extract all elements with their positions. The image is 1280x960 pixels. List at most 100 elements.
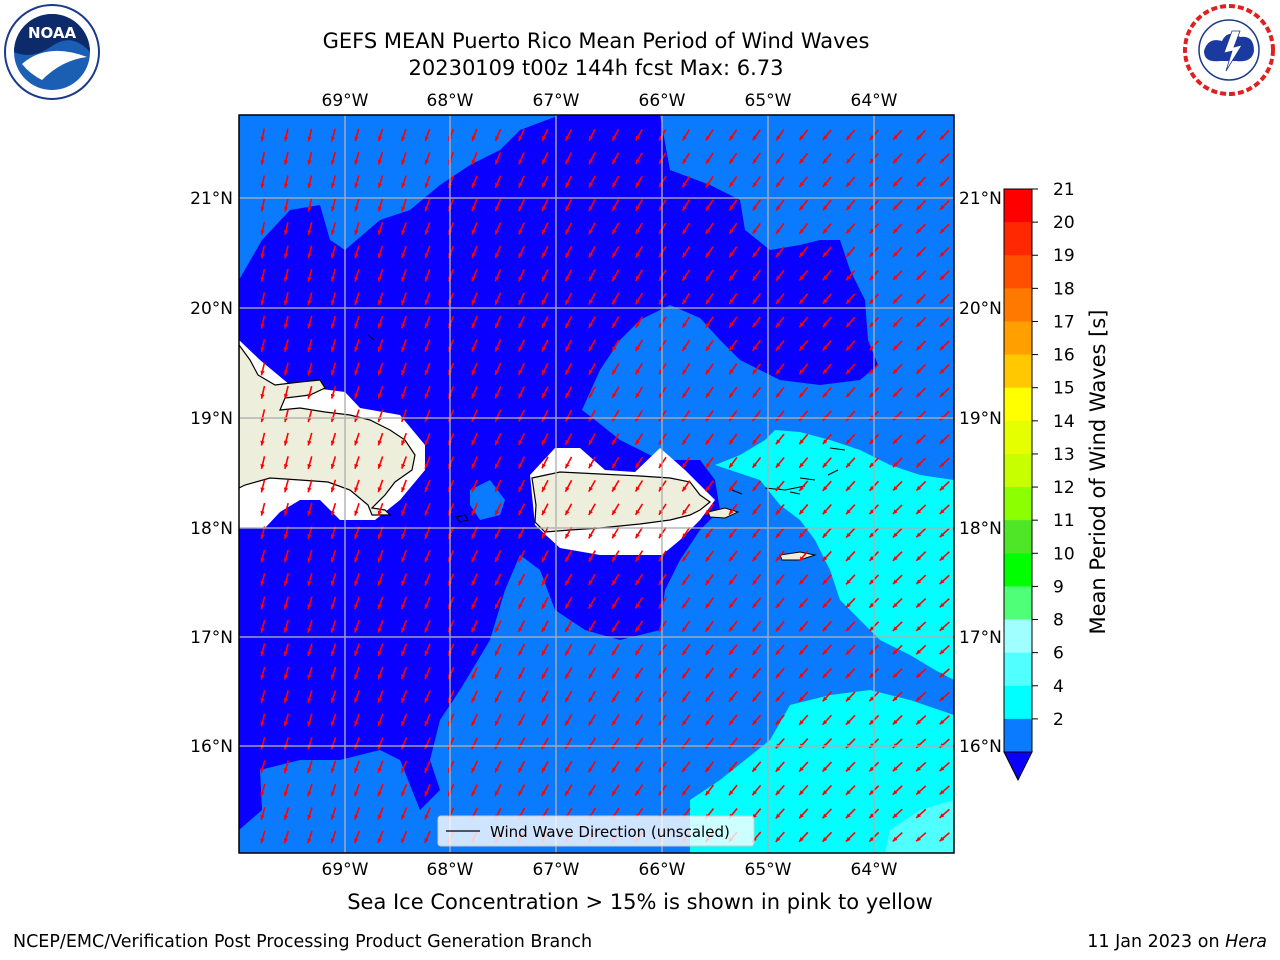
wave-direction-arrowhead [495, 182, 500, 188]
wave-direction-arrowhead [775, 509, 781, 515]
wave-direction-arrowhead [705, 229, 711, 235]
wave-direction-arrowhead [846, 322, 851, 328]
footer-host: Hera [1225, 932, 1267, 952]
wave-direction-arrowhead [330, 323, 336, 329]
colorbar-tick-label: 8 [1053, 611, 1064, 631]
wave-direction-arrowhead [424, 440, 429, 446]
wave-direction-arrowhead [354, 791, 359, 797]
field-4-6s-south [690, 690, 954, 853]
wave-direction-arrowhead [354, 533, 359, 539]
wave-direction-arrowhead [846, 275, 851, 281]
wave-direction-arrowhead [588, 369, 593, 375]
wave-direction-arrowhead [377, 791, 382, 797]
wave-direction-arrowhead [939, 228, 945, 234]
wave-direction-arrowhead [283, 791, 289, 797]
wave-direction-arrowhead [916, 602, 922, 608]
wave-direction-arrowhead [939, 345, 945, 351]
wave-direction-arrowhead [330, 183, 336, 189]
wave-direction-arrowhead [471, 486, 476, 492]
wave-direction-arrowhead [846, 205, 851, 211]
colorbar-extend-triangle [1003, 751, 1033, 782]
wave-direction-arrowhead [401, 463, 406, 469]
wave-direction-arrowhead [565, 790, 570, 796]
wave-direction-arrowhead [495, 557, 500, 563]
wave-direction-arrowhead [377, 323, 382, 329]
wave-direction-arrowhead [612, 697, 617, 703]
wave-direction-arrowhead [916, 509, 922, 514]
wave-direction-arrowhead [916, 719, 921, 725]
wave-direction-arrowhead [612, 299, 617, 305]
wave-direction-arrowhead [307, 136, 312, 142]
wave-direction-arrowhead [307, 627, 312, 633]
wave-direction-arrowhead [939, 322, 945, 327]
wave-direction-arrowhead [892, 836, 898, 842]
wave-direction-arrowhead [752, 720, 757, 726]
wave-direction-arrowhead [330, 580, 335, 586]
wave-direction-arrowhead [401, 557, 406, 563]
wave-direction-arrowhead [260, 838, 265, 844]
wave-direction-arrowhead [869, 345, 875, 351]
wave-direction-arrowhead [283, 276, 289, 282]
wave-direction-arrowhead [354, 440, 359, 446]
wave-direction-arrowhead [682, 790, 687, 796]
wave-direction-arrowhead [822, 836, 828, 842]
wave-direction-arrowhead [330, 651, 335, 656]
wave-direction-arrowhead [682, 579, 687, 585]
wave-direction-arrowhead [635, 580, 640, 586]
colorbar-tick-label: 20 [1053, 213, 1075, 233]
wave-direction-arrowhead [869, 719, 875, 725]
wave-direction-arrowhead [822, 228, 828, 234]
wave-direction-arrowhead [893, 251, 898, 257]
wave-direction-arrowhead [916, 134, 922, 140]
wave-direction-arrowhead [283, 300, 289, 306]
wave-direction-arrowhead [401, 183, 406, 188]
wave-direction-arrowhead [776, 275, 781, 281]
wave-direction-arrowhead [893, 158, 898, 164]
wave-direction-arrowhead [799, 322, 804, 328]
wave-direction-arrowhead [565, 182, 570, 188]
wave-direction-arrowhead [495, 346, 500, 352]
wave-direction-arrowhead [659, 346, 664, 352]
wave-direction-arrowhead [752, 509, 757, 515]
wave-direction-arrowhead [869, 252, 875, 257]
wave-direction-arrowhead [471, 276, 476, 282]
wave-direction-arrowhead [775, 813, 781, 819]
wave-direction-arrowhead [939, 836, 945, 842]
wave-direction-arrowhead [354, 557, 359, 563]
wave-direction-arrowhead [541, 486, 547, 492]
wave-direction-arrowhead [471, 767, 476, 773]
wave-direction-arrowhead [518, 159, 523, 165]
wave-direction-arrowhead [846, 252, 851, 257]
colorbar-segment [1004, 255, 1032, 289]
colorbar-tick-label: 15 [1053, 379, 1075, 399]
wave-direction-arrowhead [845, 790, 851, 795]
wave-direction-arrowhead [705, 696, 711, 702]
wave-direction-arrowhead [705, 603, 711, 609]
wave-direction-arrowhead [424, 533, 429, 539]
lon-label-top: 65°W [745, 91, 792, 111]
wave-direction-arrowhead [846, 509, 851, 515]
wave-direction-arrowhead [916, 228, 922, 234]
wave-direction-arrowhead [846, 228, 851, 234]
wave-direction-arrowhead [495, 627, 500, 633]
wave-direction-arrowhead [705, 579, 711, 585]
wave-direction-arrowhead [635, 533, 640, 539]
wave-direction-arrowhead [822, 252, 828, 258]
wave-direction-arrowhead [752, 649, 757, 655]
lat-label-right: 18°N [959, 519, 1002, 539]
wave-direction-arrowhead [635, 486, 640, 492]
wave-direction-arrowhead [869, 275, 875, 281]
wave-direction-arrowhead [729, 533, 734, 538]
wave-direction-arrowhead [588, 720, 593, 726]
wave-direction-arrowhead [354, 253, 359, 259]
wave-direction-arrowhead [307, 370, 312, 376]
wave-direction-arrowhead [401, 370, 406, 376]
wave-direction-arrowhead [588, 767, 593, 773]
wave-direction-arrowhead [330, 393, 336, 399]
wave-direction-arrowhead [260, 464, 265, 469]
colorbar-segment [1004, 553, 1032, 587]
wave-direction-arrowhead [612, 509, 617, 515]
map-legend: Wind Wave Direction (unscaled) [437, 815, 755, 847]
lat-label-left: 16°N [190, 737, 233, 757]
wave-direction-arrowhead [822, 439, 828, 445]
